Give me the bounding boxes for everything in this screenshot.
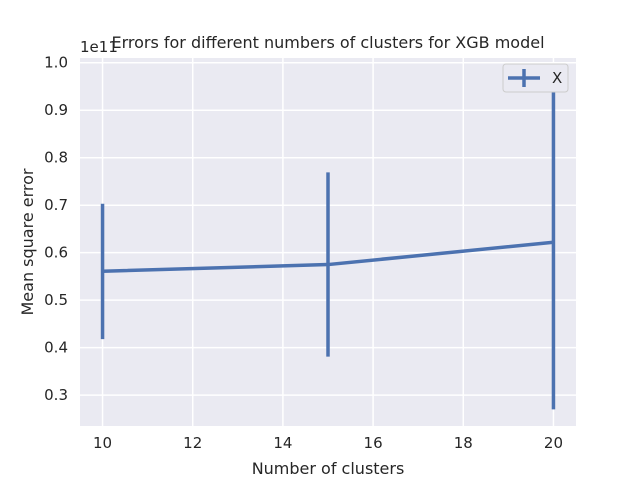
y-tick-label: 0.5 [44,291,68,309]
x-tick-label: 20 [544,434,563,452]
y-offset-text: 1e11 [80,38,118,56]
x-tick-label: 14 [273,434,292,452]
series-layer [100,74,556,410]
y-tick-label: 0.4 [44,339,68,357]
x-tick-label: 16 [364,434,383,452]
y-tick-label: 0.3 [44,386,68,404]
x-tick-labels: 10 12 14 16 18 20 [93,434,563,452]
x-tick-label: 12 [183,434,202,452]
x-tick-label: 10 [93,434,112,452]
chart-title: Errors for different numbers of clusters… [111,33,544,52]
y-tick-label: 0.8 [44,149,68,167]
y-axis-label: Mean square error [18,168,37,315]
y-tick-labels: 0.3 0.4 0.5 0.6 0.7 0.8 0.9 1.0 [44,54,68,404]
legend-label: X [552,69,562,87]
y-tick-label: 0.7 [44,196,68,214]
y-tick-label: 0.9 [44,101,68,119]
x-tick-label: 18 [454,434,473,452]
y-tick-label: 1.0 [44,54,68,72]
legend: X [502,63,569,93]
x-axis-label: Number of clusters [252,459,405,478]
y-tick-label: 0.6 [44,244,68,262]
